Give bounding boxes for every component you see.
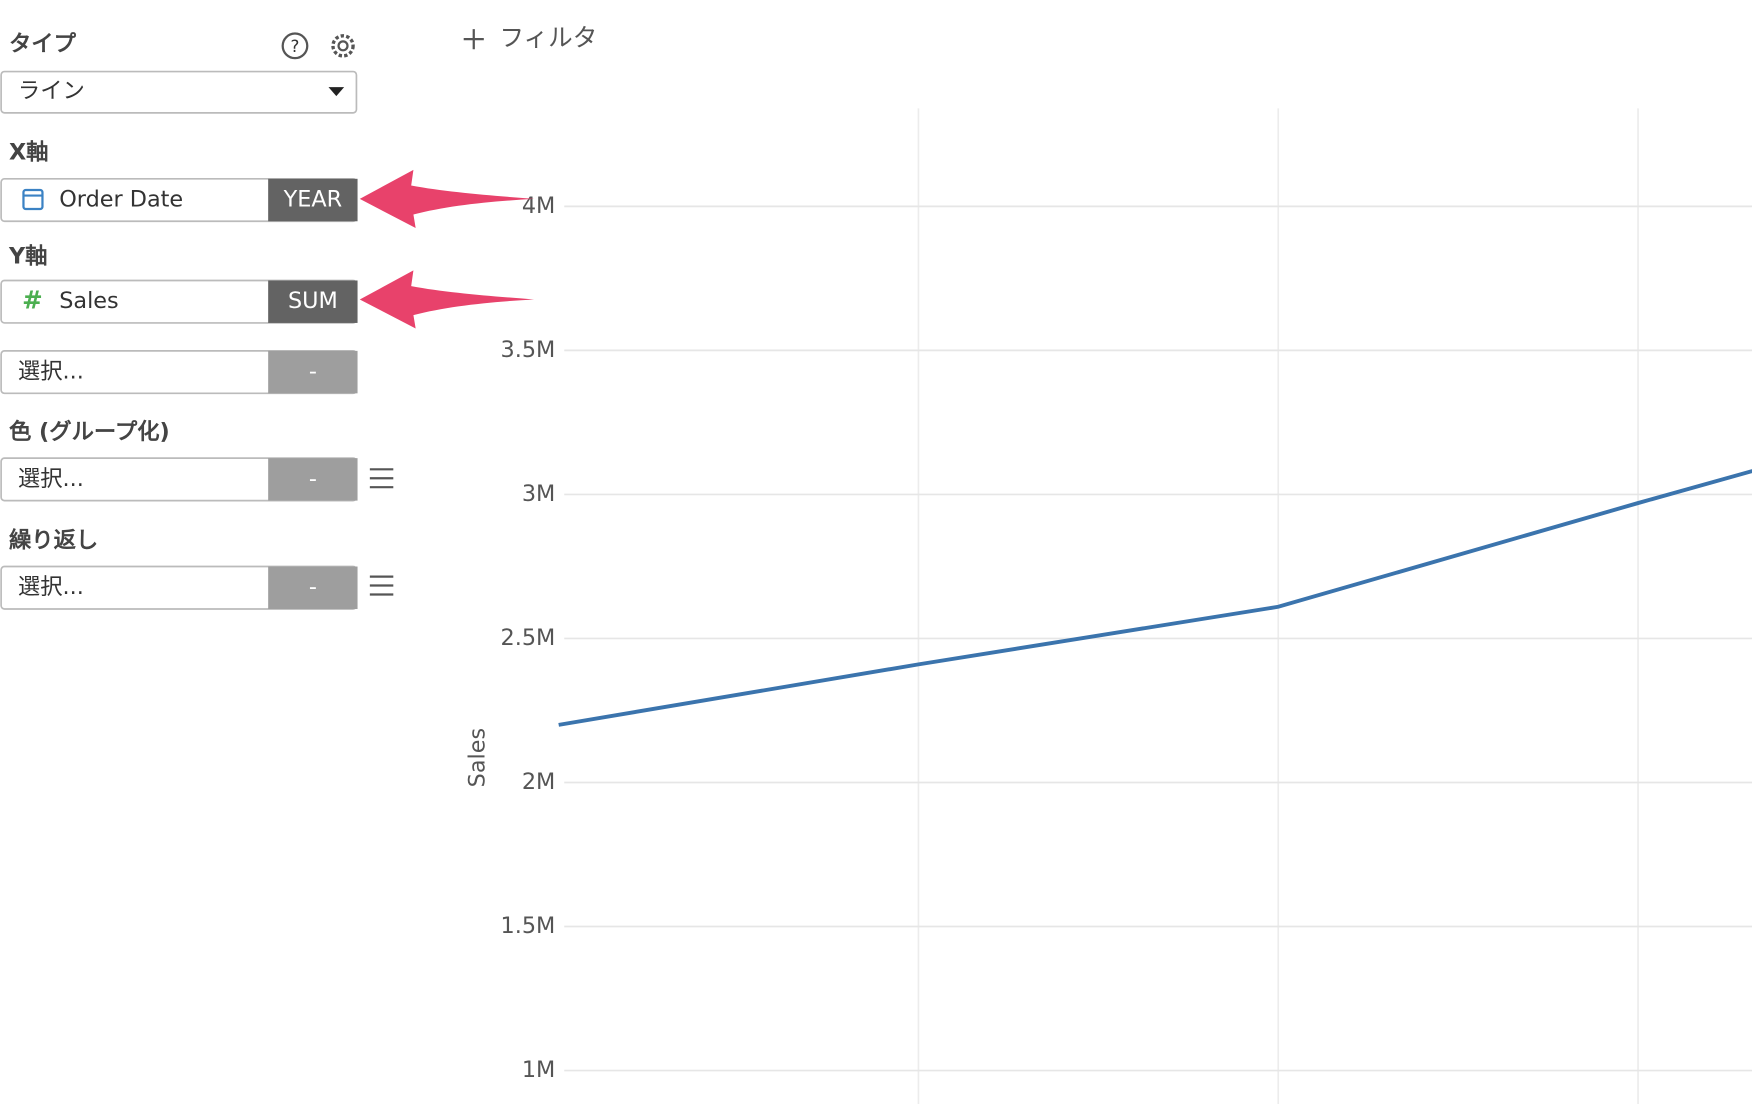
type-value: ライン	[18, 78, 85, 104]
y-tick-label: 2.5M	[501, 625, 556, 651]
y-tick-label: 3M	[522, 481, 555, 507]
color-agg: -	[309, 466, 317, 492]
help-icon[interactable]: ?	[281, 32, 309, 60]
x-agg-button[interactable]	[268, 178, 358, 222]
y-tick-label: 2M	[522, 769, 555, 795]
menu-icon[interactable]	[369, 575, 394, 596]
settings-icon[interactable]	[331, 34, 355, 58]
y2-agg-button[interactable]	[268, 350, 358, 394]
color-placeholder: 選択...	[18, 466, 84, 492]
plot-area	[558, 469, 1752, 727]
y-tick-label: 1M	[522, 1057, 555, 1083]
svg-text:?: ?	[291, 36, 300, 56]
repeat-placeholder: 選択...	[18, 574, 84, 600]
type-label: タイプ	[9, 31, 77, 57]
add-filter-text: フィルタ	[499, 23, 597, 52]
x-axis-label: X軸	[9, 140, 49, 166]
x-agg: YEAR	[283, 187, 343, 213]
calendar-icon	[22, 188, 44, 211]
y-axis-label: Y軸	[8, 244, 48, 270]
add-filter-button[interactable]: フィルタ	[463, 23, 598, 52]
menu-icon[interactable]	[369, 468, 394, 489]
y-agg-button[interactable]	[268, 280, 358, 323]
color-label: 色 (グループ化)	[9, 418, 170, 445]
y-field-name: Sales	[59, 288, 118, 314]
repeat-agg: -	[309, 574, 317, 600]
line-series	[558, 469, 1752, 727]
chart: Sales 1M 1.5M 2M 2.5M 3M 3.5M 4M	[465, 108, 1752, 1104]
y-agg: SUM	[288, 288, 338, 314]
annotation-arrow	[359, 270, 535, 329]
x-field-name: Order Date	[59, 187, 183, 213]
y-tick-label: 4M	[522, 193, 555, 219]
number-icon: #	[22, 286, 43, 315]
repeat-label: 繰り返し	[9, 526, 98, 553]
annotation-arrow	[359, 169, 535, 228]
y2-placeholder: 選択...	[18, 359, 84, 385]
y-tick-label: 3.5M	[501, 337, 556, 363]
y-tick-label: 1.5M	[501, 913, 556, 939]
y2-agg: -	[309, 359, 317, 385]
color-agg-button[interactable]	[268, 458, 358, 501]
repeat-agg-button[interactable]	[268, 566, 358, 609]
type-select[interactable]	[0, 70, 358, 114]
y-axis-title: Sales	[465, 728, 491, 787]
